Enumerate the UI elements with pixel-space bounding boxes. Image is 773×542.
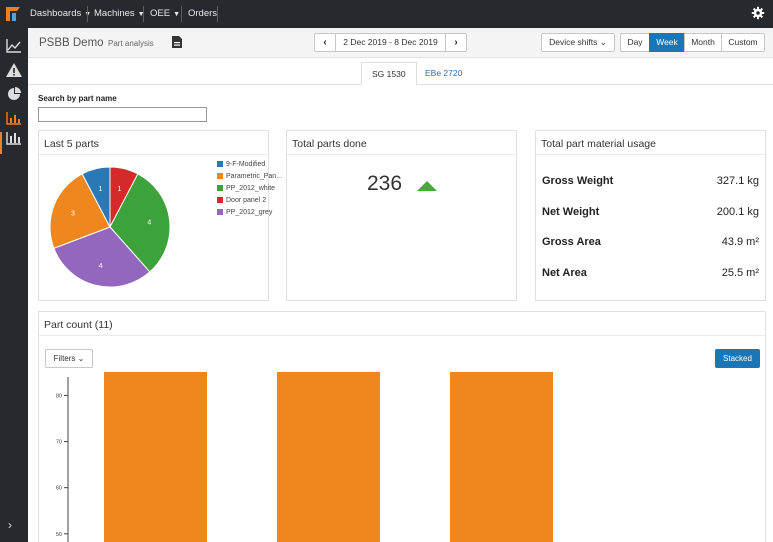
legend-swatch	[217, 173, 223, 179]
bar-segment[interactable]	[277, 372, 380, 542]
pie-slice[interactable]	[81, 166, 111, 228]
app-logo-icon[interactable]	[4, 5, 22, 23]
nav-oee[interactable]: OEE ▼	[150, 8, 180, 19]
last-parts-card: Last 5 parts 1 4 4 3 1 9-F-Modified Parametri…	[38, 130, 282, 301]
part-name-search-input[interactable]	[38, 107, 207, 122]
next-week-button[interactable]: ›	[454, 37, 458, 48]
period-week[interactable]: Week	[649, 33, 685, 52]
legend-swatch	[217, 161, 223, 167]
card-divider	[536, 154, 765, 155]
y-tick-label: 80	[56, 393, 62, 399]
nav-orders[interactable]: Orders	[188, 8, 218, 19]
gross-weight-label: Gross Weight	[542, 175, 614, 187]
legend-item[interactable]: Parametric_Pan...	[217, 173, 282, 180]
line-chart-icon[interactable]	[4, 36, 24, 56]
document-icon[interactable]	[172, 36, 182, 48]
last-parts-pie-chart: 1 4 4 3 1	[49, 166, 171, 288]
stacked-toggle-button[interactable]: Stacked	[715, 349, 760, 368]
pie-slice[interactable]	[53, 226, 151, 288]
top-nav-bar: Dashboards▼ Machines▼ OEE▼ Orders	[0, 0, 773, 28]
legend-label: Parametric_Pan...	[226, 173, 283, 180]
tab-ebe-2720[interactable]: EBe 2720	[425, 68, 463, 78]
bar-chart-icon[interactable]	[4, 128, 24, 148]
pie-chart-icon[interactable]	[4, 84, 24, 104]
net-weight-label: Net Weight	[542, 206, 600, 218]
nav-machines[interactable]: Machines ▼	[94, 8, 145, 19]
legend-label: Door panel 2	[226, 197, 267, 204]
net-area-value: 25.5 m²	[721, 267, 759, 279]
pie-slice-label: 3	[71, 210, 75, 217]
period-day[interactable]: Day	[620, 33, 650, 52]
y-tick-label: 60	[56, 486, 62, 492]
pie-slice-label: 1	[99, 186, 103, 193]
nav-divider	[143, 6, 144, 22]
nav-divider	[217, 6, 218, 22]
period-month[interactable]: Month	[684, 33, 722, 52]
device-shifts-dropdown[interactable]: Device shifts ⌄	[541, 33, 615, 52]
gear-icon[interactable]	[751, 6, 765, 20]
legend-swatch	[217, 197, 223, 203]
legend-item[interactable]: PP_2012_grey	[217, 209, 272, 216]
period-custom[interactable]: Custom	[721, 33, 765, 52]
total-parts-title: Total parts done	[292, 138, 367, 150]
total-parts-value: 236	[367, 172, 403, 195]
material-usage-title: Total part material usage	[541, 138, 656, 150]
chevron-down-icon: ⌄	[77, 354, 85, 363]
caret-down-icon: ▼	[137, 11, 145, 18]
tab-sg-1530[interactable]: SG 1530	[361, 62, 417, 85]
pie-slice[interactable]	[49, 173, 111, 249]
y-tick-label: 50	[56, 532, 62, 538]
legend-item[interactable]: PP_2012_white	[217, 185, 275, 192]
gross-area-label: Gross Area	[542, 236, 601, 248]
pie-slice-label: 4	[99, 263, 103, 270]
date-range-picker[interactable]: ‹ 2 Dec 2019 - 8 Dec 2019 ›	[314, 33, 467, 52]
warning-icon[interactable]	[4, 60, 24, 80]
gross-area-value: 43.9 m²	[721, 236, 759, 248]
pie-slice[interactable]	[109, 173, 171, 273]
gross-weight-value: 327.1 kg	[716, 175, 759, 187]
card-divider	[39, 154, 268, 155]
nav-divider	[181, 6, 182, 22]
side-nav: ›	[0, 28, 28, 542]
filters-dropdown[interactable]: Filters ⌄	[45, 349, 93, 368]
date-range-text[interactable]: 2 Dec 2019 - 8 Dec 2019	[335, 34, 446, 51]
page-title: PSBB Demo	[39, 37, 104, 49]
page-subtitle: Part analysis	[108, 39, 154, 48]
chevron-down-icon: ⌄	[599, 37, 607, 47]
caret-down-icon: ▼	[173, 11, 180, 18]
legend-label: PP_2012_grey	[226, 209, 273, 216]
legend-label: PP_2012_white	[226, 185, 276, 192]
part-count-toolbar: Filters ⌄ Stacked	[39, 336, 767, 376]
legend-label: 9-F-Modified	[226, 161, 266, 168]
net-weight-value: 200.1 kg	[716, 206, 759, 218]
part-count-bar-chart: 506070806074607160675	[56, 372, 553, 542]
material-usage-card: Total part material usage Gross Weight 3…	[535, 130, 766, 301]
net-area-label: Net Area	[542, 267, 587, 279]
trend-up-icon	[417, 181, 437, 191]
pie-slice-label: 1	[118, 186, 122, 193]
last-parts-title: Last 5 parts	[44, 138, 99, 150]
part-count-card: Part count (11) Filters ⌄ Stacked 50 60 70…	[38, 311, 766, 542]
bar-segment[interactable]	[450, 372, 553, 542]
legend-item[interactable]: 9-F-Modified	[217, 161, 265, 168]
prev-week-button[interactable]: ‹	[323, 37, 327, 48]
search-label: Search by part name	[38, 94, 117, 103]
total-parts-card: Total parts done 236	[286, 130, 517, 301]
y-tick-label: 70	[56, 440, 62, 446]
legend-item[interactable]: Door panel 2	[217, 197, 266, 204]
chevron-right-icon[interactable]: ›	[8, 518, 12, 532]
card-divider	[287, 154, 516, 155]
bar-chart-active-icon[interactable]	[4, 108, 24, 128]
active-indicator	[0, 132, 2, 154]
nav-divider	[87, 6, 88, 22]
legend-swatch	[217, 209, 223, 215]
part-count-title: Part count (11)	[44, 319, 113, 331]
page-header: PSBB Demo Part analysis ‹ 2 Dec 2019 - 8…	[28, 28, 773, 58]
card-divider	[39, 335, 765, 336]
legend-swatch	[217, 185, 223, 191]
pie-slice-label: 4	[147, 220, 151, 227]
bar-segment[interactable]	[104, 372, 207, 542]
machine-tabs: SG 1530 EBe 2720	[28, 58, 773, 85]
